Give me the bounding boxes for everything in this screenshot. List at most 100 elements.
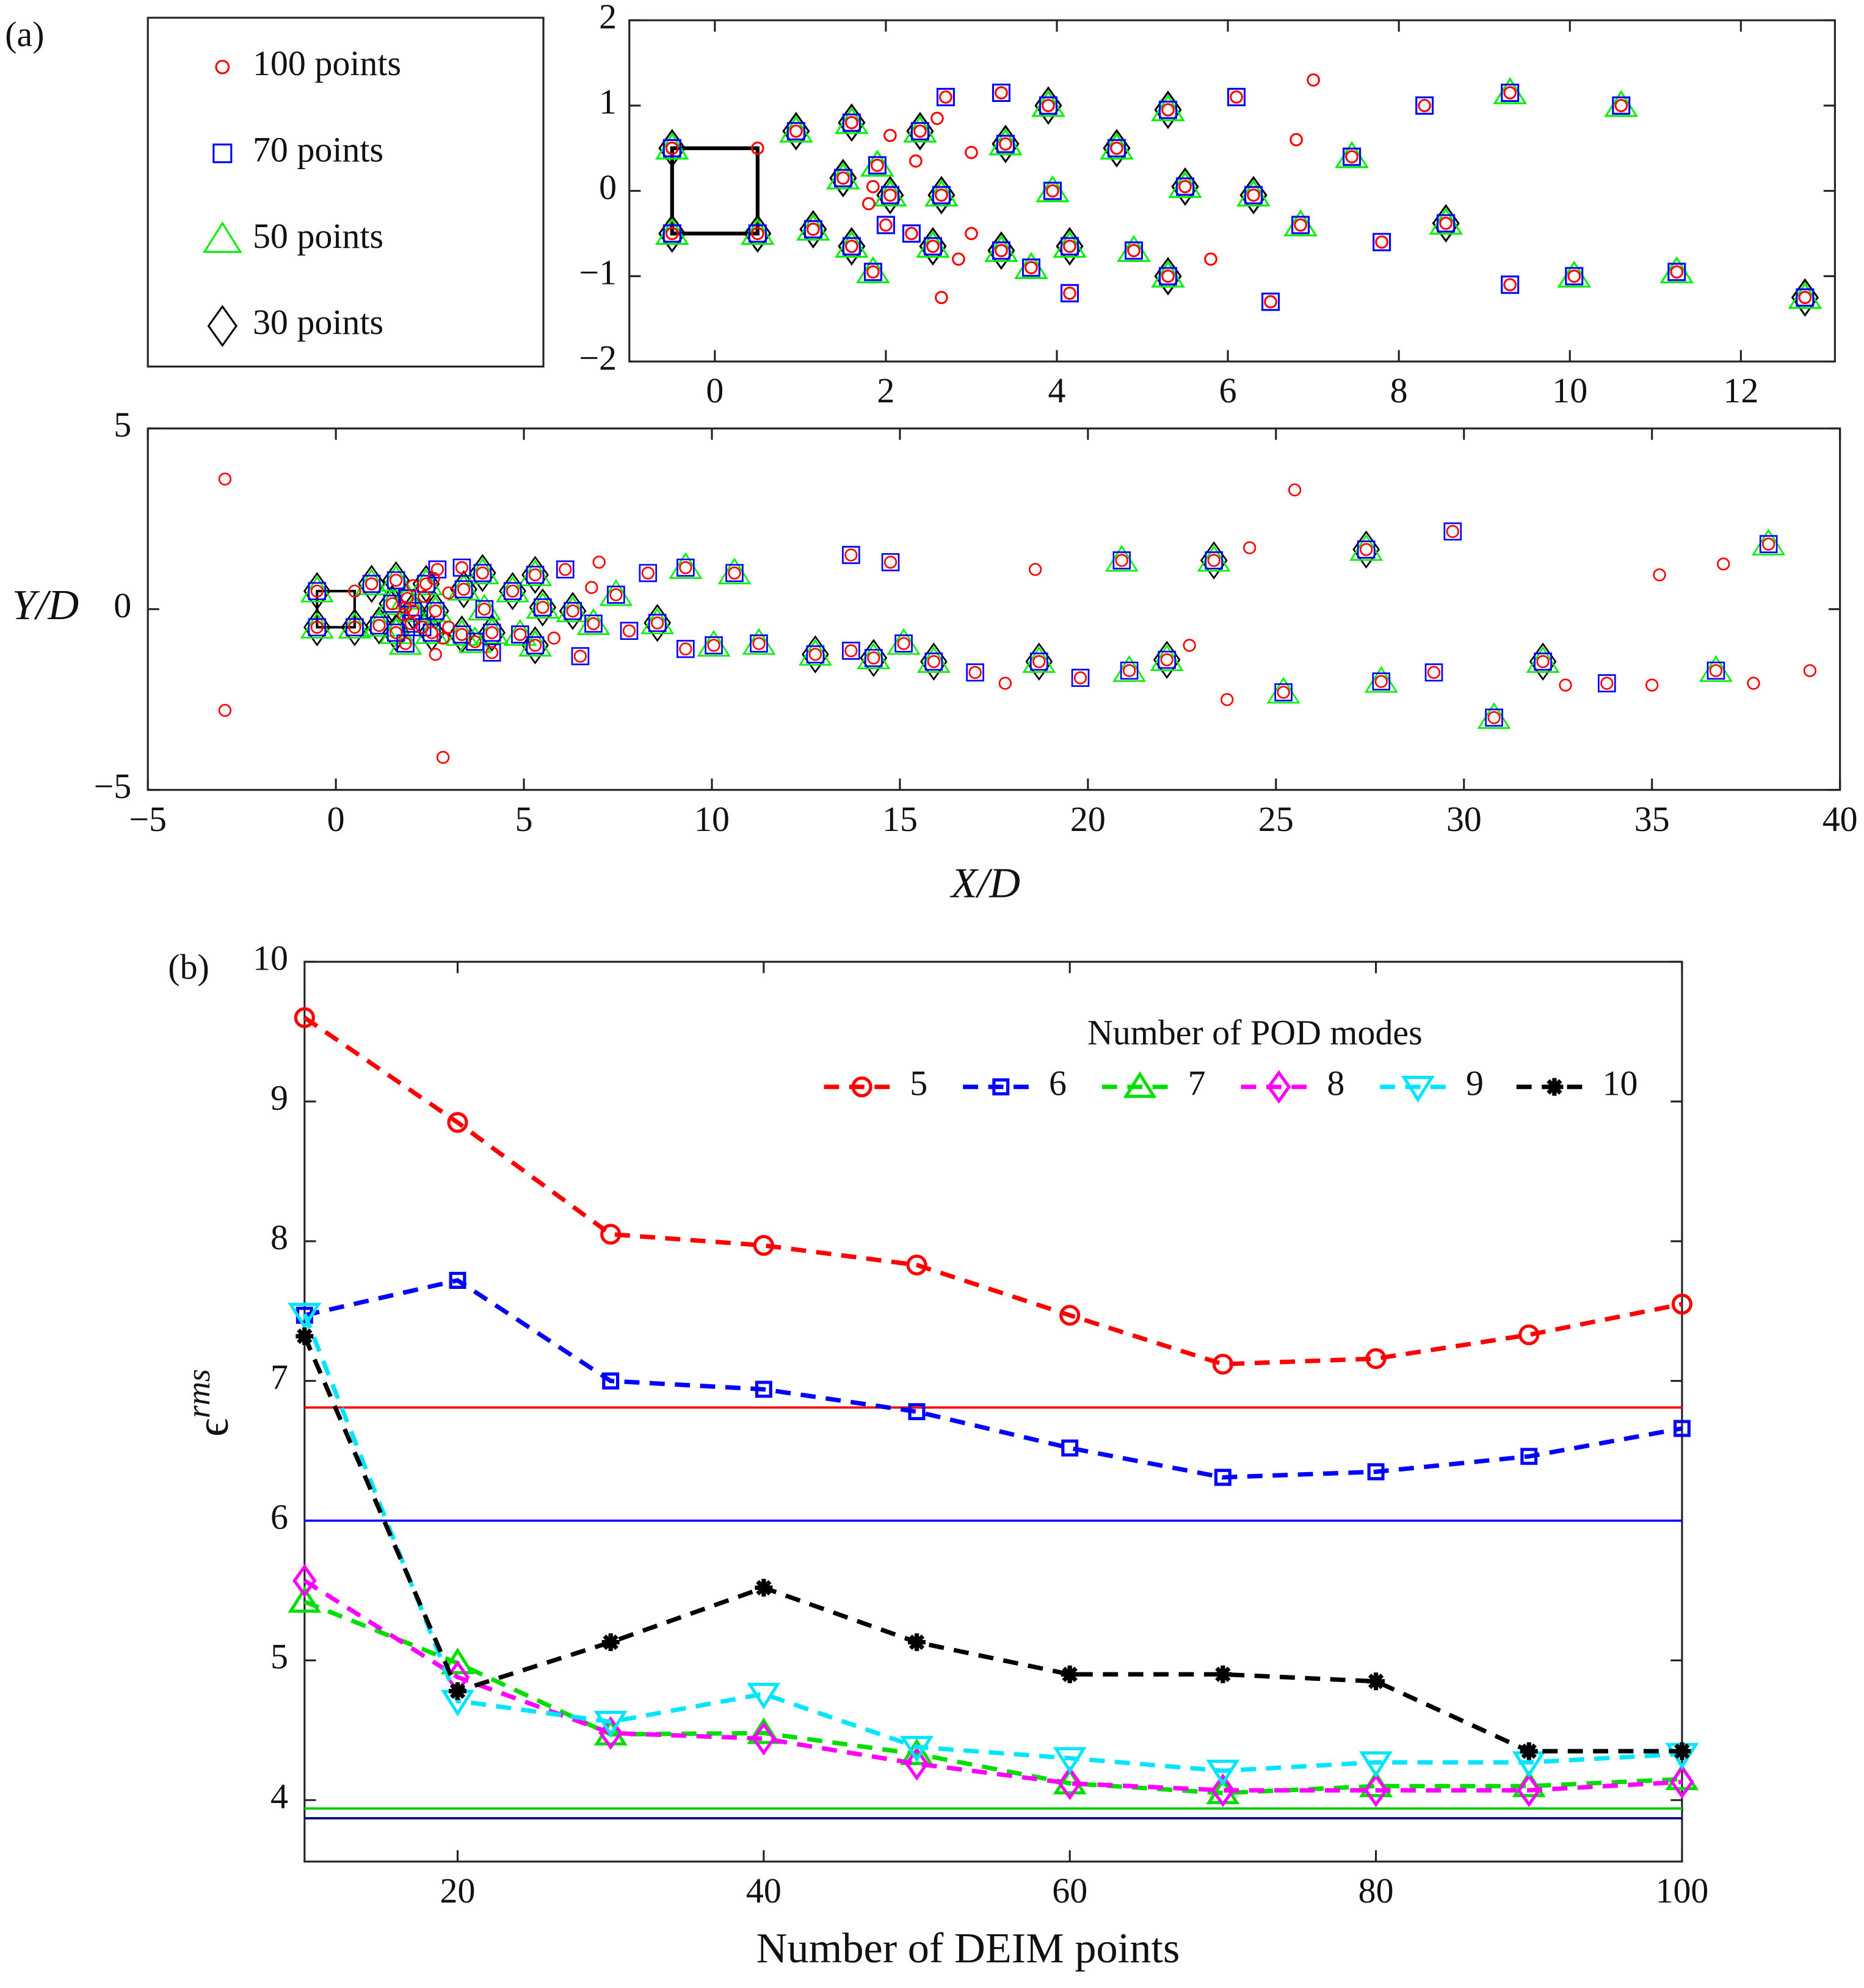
scatter-point bbox=[1291, 216, 1310, 234]
x-tick-label: 4 bbox=[1048, 371, 1066, 410]
scatter-point bbox=[844, 548, 858, 562]
scatter-point bbox=[406, 579, 420, 592]
plot-frame bbox=[303, 960, 1683, 1863]
cylinder bbox=[670, 146, 760, 236]
scatter-point bbox=[935, 291, 948, 305]
scatter-point bbox=[1178, 180, 1192, 194]
scatter-point bbox=[867, 651, 880, 665]
scatter-point bbox=[308, 618, 327, 637]
scatter-point bbox=[1717, 557, 1730, 571]
scatter-point bbox=[1364, 666, 1398, 693]
scatter-point bbox=[1220, 693, 1234, 706]
scatter-point bbox=[436, 631, 450, 645]
scatter-point bbox=[833, 169, 852, 187]
scatter-point bbox=[399, 601, 412, 614]
series-marker bbox=[904, 1747, 929, 1781]
scatter-point bbox=[1176, 177, 1195, 196]
scatter-point bbox=[728, 566, 741, 580]
scatter-point bbox=[386, 571, 405, 590]
y-tick-label: 7 bbox=[270, 1357, 288, 1397]
scatter-point bbox=[429, 604, 442, 618]
scatter-point bbox=[924, 652, 943, 671]
scatter-point bbox=[573, 650, 587, 663]
scatter-point bbox=[845, 239, 858, 253]
scatter-point bbox=[1014, 252, 1048, 279]
x-tick-label: 40 bbox=[1822, 799, 1858, 839]
series-marker bbox=[288, 1586, 322, 1613]
scatter-point bbox=[1503, 86, 1517, 100]
scatter-point bbox=[676, 640, 695, 658]
scatter-point bbox=[862, 197, 876, 211]
scatter-point bbox=[1424, 663, 1443, 682]
scatter-point bbox=[1112, 655, 1147, 682]
scatter-point bbox=[1373, 233, 1391, 252]
scatter-point bbox=[1043, 181, 1062, 200]
scatter-point bbox=[1060, 237, 1079, 256]
scatter-point bbox=[1501, 83, 1520, 102]
scatter-point bbox=[998, 677, 1012, 690]
series-marker bbox=[600, 1224, 622, 1245]
y-tick-label: −1 bbox=[579, 253, 617, 292]
x-tick-label: 20 bbox=[1070, 799, 1106, 839]
scatter-point bbox=[966, 663, 984, 682]
scatter-point bbox=[1120, 661, 1139, 680]
scatter-point bbox=[651, 616, 664, 629]
scatter-point bbox=[1115, 554, 1128, 567]
scatter-point bbox=[528, 639, 542, 652]
scatter-point bbox=[926, 239, 940, 253]
scatter-point bbox=[1761, 537, 1775, 551]
scatter-point bbox=[571, 647, 590, 666]
scatter-point bbox=[648, 614, 667, 633]
scatter-point bbox=[1659, 256, 1694, 283]
scatter-point bbox=[1614, 99, 1628, 112]
scatter-point bbox=[485, 626, 499, 639]
y-tick-label: 10 bbox=[253, 938, 288, 978]
scatter-point bbox=[679, 642, 692, 656]
scatter-point bbox=[620, 622, 639, 640]
legend-label: 8 bbox=[1327, 1063, 1344, 1103]
legend-label: 70 points bbox=[253, 129, 383, 169]
scatter-point bbox=[1803, 664, 1817, 678]
scatter-point bbox=[1227, 87, 1246, 106]
y-axis-label-sup: rms bbox=[181, 1369, 217, 1418]
y-tick-label: 4 bbox=[270, 1777, 288, 1816]
scatter-point bbox=[707, 639, 720, 652]
y-tick-label: −5 bbox=[94, 766, 132, 806]
scatter-point bbox=[1108, 139, 1126, 158]
scatter-point bbox=[1021, 258, 1040, 277]
scatter-point bbox=[995, 86, 1008, 100]
scatter-point bbox=[717, 557, 752, 584]
scatter-point bbox=[455, 628, 469, 641]
series-marker bbox=[900, 1738, 934, 1765]
scatter-point bbox=[1487, 711, 1501, 724]
scatter-point bbox=[863, 263, 882, 281]
scatter-point bbox=[786, 122, 805, 140]
scatter-point bbox=[362, 575, 381, 593]
y-tick-label: 5 bbox=[114, 405, 131, 444]
scatter-point bbox=[372, 619, 386, 633]
series-marker bbox=[1061, 1439, 1079, 1457]
legend-marker bbox=[1266, 1070, 1291, 1104]
scatter-point bbox=[1110, 141, 1123, 155]
x-tick-label: 80 bbox=[1358, 1871, 1394, 1910]
scatter-point bbox=[418, 590, 431, 603]
scatter-point bbox=[894, 634, 913, 653]
series-marker bbox=[908, 1633, 926, 1652]
scatter-point bbox=[639, 564, 658, 582]
scatter-point bbox=[1501, 275, 1520, 294]
scatter-point bbox=[995, 244, 1008, 258]
scatter-point bbox=[1294, 218, 1307, 232]
scatter-point bbox=[584, 614, 603, 633]
scatter-point bbox=[705, 636, 723, 655]
series-marker bbox=[1671, 1293, 1693, 1315]
scatter-point bbox=[1283, 209, 1318, 237]
scatter-point bbox=[1670, 265, 1684, 279]
scatter-point bbox=[1796, 288, 1815, 307]
scatter-point bbox=[752, 637, 766, 650]
scatter-point bbox=[1122, 664, 1136, 678]
scatter-point bbox=[1557, 260, 1592, 288]
scatter-point bbox=[1653, 568, 1666, 582]
scatter-point bbox=[856, 256, 890, 283]
scatter-point bbox=[992, 241, 1010, 260]
scatter-point bbox=[1063, 239, 1076, 253]
